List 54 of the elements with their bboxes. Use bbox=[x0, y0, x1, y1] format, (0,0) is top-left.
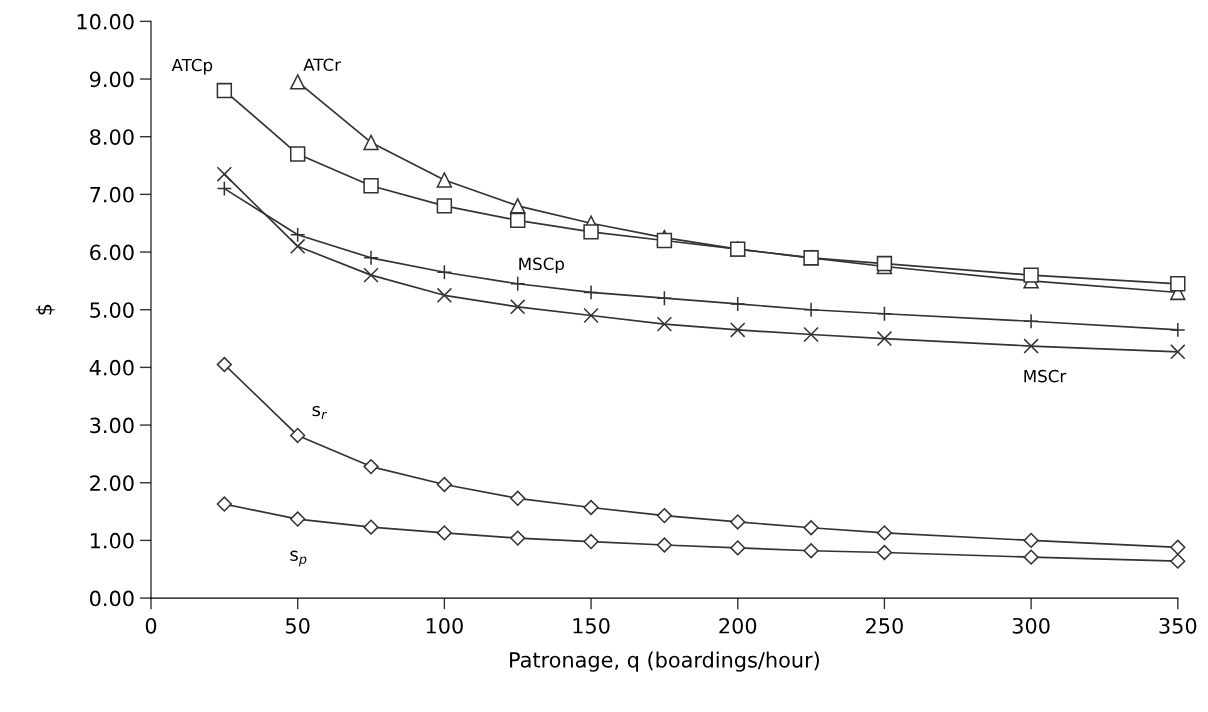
y-tick-label: 2.00 bbox=[90, 475, 134, 491]
point bbox=[1023, 267, 1039, 283]
point bbox=[289, 146, 306, 162]
x-tick-label: 0 bbox=[145, 617, 157, 634]
x-tick-label: 250 bbox=[866, 617, 903, 634]
x-tick-label: 150 bbox=[573, 617, 610, 634]
point bbox=[510, 212, 526, 229]
point bbox=[216, 180, 233, 197]
y-tick-label: 4.00 bbox=[89, 359, 134, 376]
x-tick-label: 300 bbox=[1012, 617, 1050, 634]
point bbox=[656, 316, 673, 332]
point bbox=[730, 241, 746, 257]
point bbox=[510, 276, 526, 292]
annotation: MSCp bbox=[519, 257, 564, 274]
y-tick-label: 5.00 bbox=[90, 302, 134, 318]
y-tick-label: 9.00 bbox=[89, 71, 134, 88]
y-tick-label: 3.00 bbox=[90, 417, 134, 434]
point bbox=[216, 166, 233, 182]
point bbox=[583, 307, 599, 324]
point bbox=[876, 330, 893, 347]
annotation: MSCr bbox=[1024, 369, 1067, 383]
y-tick-label: 8.00 bbox=[90, 129, 134, 145]
point bbox=[436, 287, 453, 304]
point bbox=[656, 232, 673, 249]
y-tick-label: 10.00 bbox=[77, 13, 134, 30]
annotation: s$_{r}$ bbox=[312, 405, 328, 419]
point bbox=[363, 178, 379, 194]
x-tick-label: 50 bbox=[286, 617, 310, 634]
annotation: s$_{p}$ bbox=[290, 550, 307, 567]
point bbox=[1170, 276, 1186, 292]
annotation: ATCr bbox=[303, 58, 342, 72]
y-tick-label: 7.00 bbox=[90, 186, 134, 203]
point bbox=[289, 238, 306, 254]
point bbox=[510, 299, 526, 315]
point bbox=[216, 82, 233, 99]
point bbox=[436, 264, 453, 280]
x-axis-title: Patronage, q (boardings/hour) bbox=[510, 651, 819, 672]
point bbox=[583, 224, 599, 240]
point bbox=[363, 267, 379, 283]
annotation: ATCp bbox=[171, 58, 213, 75]
x-tick-label: 100 bbox=[426, 617, 463, 634]
x-tick-label: 200 bbox=[719, 617, 757, 634]
y-axis-title: $ bbox=[35, 304, 55, 315]
point bbox=[289, 227, 306, 243]
point bbox=[803, 326, 819, 343]
y-tick-label: 0.00 bbox=[90, 590, 134, 607]
point bbox=[436, 198, 453, 214]
point bbox=[1170, 344, 1186, 360]
y-tick-label: 6.00 bbox=[90, 244, 134, 261]
point bbox=[730, 322, 746, 338]
x-tick-label: 350 bbox=[1159, 617, 1197, 634]
y-tick-label: 1.00 bbox=[90, 532, 134, 549]
point bbox=[1023, 338, 1039, 354]
point bbox=[876, 306, 893, 322]
